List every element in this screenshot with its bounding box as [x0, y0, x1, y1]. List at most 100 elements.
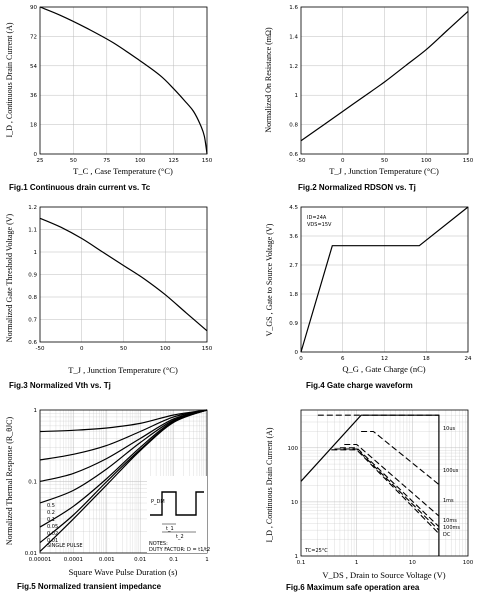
soa-label: DC	[443, 532, 451, 538]
y-tick-label: 4.5	[289, 205, 298, 211]
x-tick-label: 150	[463, 158, 474, 164]
y-axis-label: V_GS , Gate to Source Voltage (V)	[265, 223, 274, 336]
x-axis-label: T_J , Junction Temperature (°C)	[329, 166, 439, 176]
y-tick-label: 18	[30, 123, 37, 129]
x-tick-label: 100	[463, 560, 474, 566]
figure-caption: Fig.1 Continuous drain current vs. Tc	[9, 183, 151, 192]
y-axis-label: Normalized Thermal Response (R_θJC)	[5, 417, 14, 546]
x-tick-label: 100	[421, 158, 432, 164]
drain-current-curve	[39, 6, 208, 155]
transient-curve-3	[39, 409, 208, 504]
y-axis-label: I_D , Continuous Drain Current (A)	[265, 427, 274, 542]
y-axis-label: Normalized On Resistance (mΩ)	[264, 27, 273, 133]
rdson-curve	[300, 10, 469, 142]
x-axis-label: V_DS , Drain to Source Voltage (V)	[322, 570, 445, 580]
soa-label: 1ms	[443, 498, 454, 504]
y-tick-label: 1.8	[289, 292, 298, 298]
legend-label: 0.01	[47, 538, 58, 544]
soa-label: 100us	[443, 468, 459, 474]
y-tick-label: 3.6	[289, 234, 298, 240]
x-tick-label: 50	[381, 158, 388, 164]
y-tick-label: 36	[30, 93, 37, 99]
transient-curve-0	[39, 409, 208, 433]
y-tick-label: 10	[291, 500, 298, 506]
legend-label: 0.2	[47, 510, 55, 516]
soa-curve-5	[331, 449, 440, 534]
x-tick-label: 25	[37, 158, 44, 164]
y-axis-label: Normalized Gate Threshold Voltage (V)	[5, 213, 14, 342]
chart-fig1: 25 50 75 100 125 150 0 18 36 54 72 90 T_C , Case Te…	[5, 5, 213, 192]
soa-curve-1	[361, 430, 440, 485]
y-tick-label: 1.2	[28, 205, 37, 211]
plot-frame	[300, 206, 469, 353]
pdm-label: P_DM	[151, 499, 165, 505]
vth-curve	[39, 217, 208, 332]
notes-heading: NOTES:	[149, 541, 168, 547]
transient-curve-4	[39, 409, 208, 528]
y-tick-label: 0.7	[28, 318, 37, 324]
x-tick-label: 0	[80, 346, 84, 352]
soa-curve-4	[334, 448, 440, 531]
soa-curve-3	[339, 447, 440, 527]
soa-label: 100ms	[443, 525, 460, 531]
plot-frame	[39, 206, 208, 343]
y-tick-label: 0.9	[28, 273, 37, 279]
x-tick-label: 50	[70, 158, 77, 164]
annotation-id: ID=24A	[307, 215, 327, 221]
soa-label: 10us	[443, 426, 456, 432]
y-tick-label: 1.4	[289, 34, 298, 40]
y-tick-label: 2.7	[289, 263, 298, 269]
figure-caption: Fig.3 Normalized Vth vs. Tj	[9, 381, 111, 390]
y-tick-label: 0.6	[28, 340, 37, 346]
y-tick-label: 0.01	[25, 551, 37, 557]
chart-fig2: -50 0 50 100 150 0.6 0.8 1 1.2 1.4 1.6 T_J , Junct…	[264, 5, 474, 192]
x-tick-label: 0.1	[169, 557, 178, 563]
t1-label: t_1	[166, 526, 174, 532]
y-tick-label: 1.6	[289, 5, 298, 11]
y-tick-label: 1.1	[28, 228, 37, 234]
annotation-tc: TC=25°C	[304, 548, 328, 554]
x-tick-label: 0.001	[99, 557, 115, 563]
x-tick-label: 50	[120, 346, 127, 352]
y-tick-label: 1	[295, 554, 299, 560]
x-tick-label: 0	[299, 356, 303, 362]
y-tick-label: 54	[30, 64, 37, 70]
pulse-inset: P_DM t_1 t_2 NOTES: DUTY FACTOR: D = t1/…	[147, 476, 210, 553]
figure-caption: Fig.2 Normalized RDSON vs. Tj	[298, 183, 416, 192]
x-tick-label: 0.0001	[64, 557, 83, 563]
legend-label: 0.02	[47, 531, 58, 537]
y-axis-label: I_D , Continuous Drain Current (A)	[5, 22, 14, 137]
y-tick-label: 0.6	[289, 152, 298, 158]
plot-frame	[39, 6, 208, 155]
y-tick-label: 1	[34, 408, 38, 414]
y-tick-label: 0.8	[28, 295, 37, 301]
x-tick-label: 75	[103, 158, 110, 164]
x-tick-label: -50	[297, 158, 306, 164]
x-tick-label: 0.01	[134, 557, 146, 563]
x-tick-label: 18	[423, 356, 430, 362]
x-axis-label: Square Wave Pulse Duration (s)	[69, 567, 178, 577]
x-tick-label: 100	[135, 158, 146, 164]
y-tick-label: 0.9	[289, 321, 298, 327]
t2-label: t_2	[176, 534, 184, 540]
plot-frame	[300, 409, 469, 557]
legend-label: 0.5	[47, 503, 55, 509]
plot-frame	[300, 6, 469, 155]
chart-fig3: -50 0 50 100 150 0.6 0.7 0.8 0.9 1 1.1 1.2 T_J , Ju…	[5, 205, 213, 390]
annotation-vds: VDS=15V	[307, 222, 332, 228]
figure-caption: Fig.5 Normalized transient impedance	[17, 582, 162, 591]
duty-factor-note: DUTY FACTOR: D = t1/t2	[149, 547, 210, 553]
y-tick-label: 72	[30, 34, 37, 40]
y-tick-label: 1	[295, 93, 299, 99]
soa-curve-2	[344, 443, 440, 517]
figure-caption: Fig.6 Maximum safe operation area	[286, 583, 420, 592]
pulse-waveform	[150, 491, 204, 516]
x-tick-label: 24	[465, 356, 472, 362]
transient-curve-6	[39, 409, 208, 552]
x-axis-label: T_J , Junction Temperature (°C)	[68, 365, 178, 375]
x-tick-label: 1	[355, 560, 359, 566]
y-tick-label: 0.1	[28, 480, 37, 486]
x-tick-label: 0.1	[297, 560, 306, 566]
y-tick-label: 1	[34, 250, 38, 256]
